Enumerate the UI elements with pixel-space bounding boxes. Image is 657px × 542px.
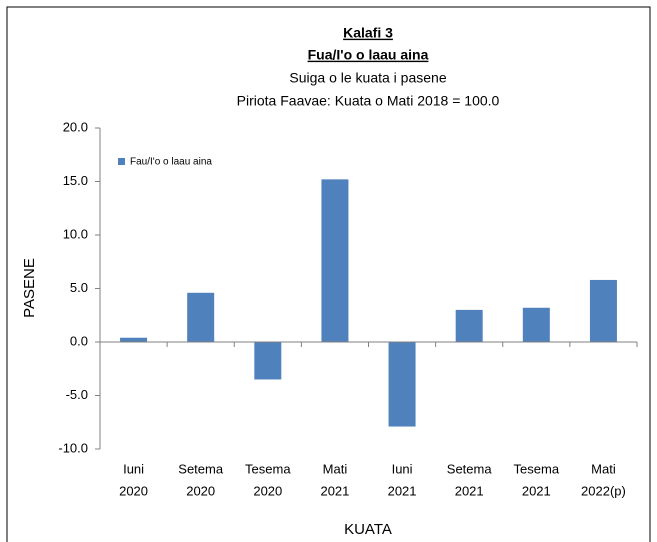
bar (254, 342, 282, 380)
y-tick-label: 15.0 (63, 173, 88, 188)
y-tick-label: 20.0 (63, 119, 88, 134)
x-tick-label: 2021 (455, 483, 484, 498)
y-axis-label: PASENE (21, 258, 38, 318)
x-tick-label: Setema (178, 461, 224, 476)
x-tick-label: Setema (447, 461, 493, 476)
bar (388, 342, 416, 427)
x-tick-label: 2021 (320, 483, 349, 498)
y-tick-label: -10.0 (58, 440, 88, 455)
x-axis-label: KUATA (344, 521, 392, 538)
chart-subtitle: Fua/I'o o laau aina (308, 47, 429, 63)
bar (455, 309, 483, 342)
x-tick-label: 2020 (119, 483, 148, 498)
x-tick-label: 2020 (253, 483, 282, 498)
chart-title: Kalafi 3 (343, 25, 393, 41)
x-tick-label: 2021 (522, 483, 551, 498)
bar (120, 337, 148, 342)
chart-subtitle: Piriota Faavae: Kuata o Mati 2018 = 100.… (237, 93, 500, 109)
x-tick-label: Mati (323, 461, 348, 476)
bar (187, 292, 215, 342)
legend-label: Fau/I'o o laau aina (130, 157, 212, 168)
chart-subtitle: Suiga o le kuata i pasene (289, 70, 446, 86)
x-tick-label: Mati (591, 461, 616, 476)
y-tick-label: 10.0 (63, 226, 88, 241)
x-tick-label: Iuni (392, 461, 413, 476)
x-tick-label: 2022(p) (581, 483, 626, 498)
y-tick-label: 0.0 (70, 333, 88, 348)
bar (321, 179, 349, 342)
bar (522, 307, 550, 342)
x-tick-label: Tesema (514, 461, 560, 476)
legend-swatch (118, 158, 125, 165)
x-tick-label: 2020 (186, 483, 215, 498)
x-tick-label: 2021 (388, 483, 417, 498)
x-tick-label: Tesema (245, 461, 291, 476)
bar (589, 279, 617, 342)
y-tick-label: -5.0 (66, 387, 88, 402)
x-tick-label: Iuni (123, 461, 144, 476)
y-tick-label: 5.0 (70, 280, 88, 295)
